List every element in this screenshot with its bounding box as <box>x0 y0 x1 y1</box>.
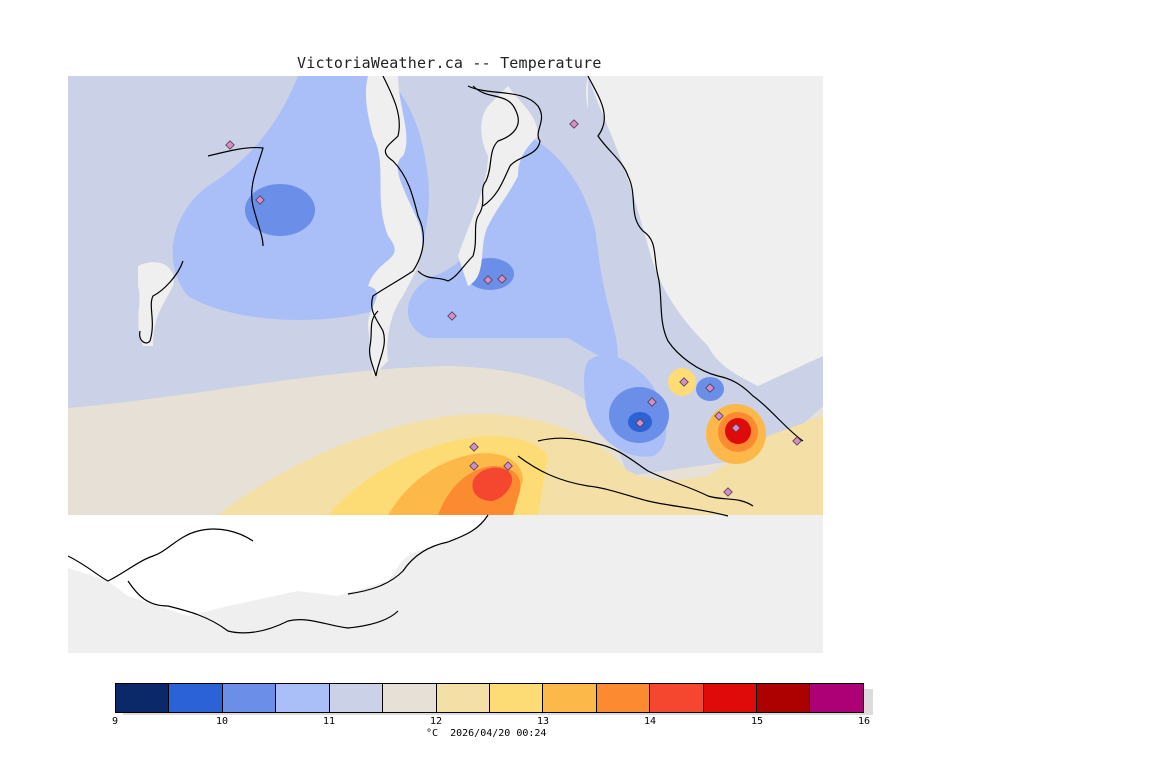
field-blue-center <box>407 136 618 366</box>
inlet-water-2 <box>458 86 538 286</box>
colorbar-tick-label: 15 <box>750 716 764 727</box>
colorbar-legend: 9 10 11 12 13 14 15 16 °C 2026/04/20 00:24 <box>111 683 875 753</box>
colorbar-tick-label: 9 <box>111 716 119 727</box>
colorbar-bin <box>383 684 437 712</box>
field-low-north <box>245 184 315 236</box>
inlet-water <box>365 76 423 376</box>
colorbar-tick-label: 11 <box>322 716 336 727</box>
temperature-map[interactable] <box>68 76 823 653</box>
station-marker[interactable] <box>714 411 724 421</box>
station-marker[interactable] <box>503 461 513 471</box>
station-marker[interactable] <box>447 311 457 321</box>
coastline-south-shore <box>517 455 729 517</box>
colorbar-bin <box>810 684 863 712</box>
colorbar-bin <box>329 684 384 712</box>
map-title: VictoriaWeather.ca -- Temperature <box>297 54 602 72</box>
colorbar-bin <box>650 684 704 712</box>
coastline-inlet-west <box>368 76 425 377</box>
coastline-island-2 <box>139 260 184 344</box>
colorbar-bin <box>703 684 758 712</box>
station-marker[interactable] <box>705 383 715 393</box>
colorbar-tick-label: 10 <box>215 716 229 727</box>
colorbar-tick-label: 14 <box>643 716 657 727</box>
colorbar-bin <box>222 684 277 712</box>
outside-grid-sea <box>68 515 488 616</box>
station-marker[interactable] <box>483 275 493 285</box>
east-field-cut <box>588 76 658 306</box>
colorbar-tick-label: 12 <box>429 716 443 727</box>
colorbar-caption: °C 2026/04/20 00:24 <box>426 728 546 739</box>
unit-label: °C <box>426 728 439 739</box>
station-marker[interactable] <box>731 423 741 433</box>
colorbar-bin <box>276 684 330 712</box>
map-canvas <box>68 76 823 653</box>
station-marker[interactable] <box>469 461 479 471</box>
coastlines <box>68 76 804 634</box>
station-marker[interactable] <box>635 418 645 428</box>
coastline-harbour <box>537 437 754 507</box>
coastline-victoria <box>347 514 489 595</box>
coastline-inlet-east <box>417 85 519 282</box>
station-marker[interactable] <box>647 397 657 407</box>
coastline-south <box>127 580 399 634</box>
station-marker[interactable] <box>569 119 579 129</box>
colorbar-tick-label: 16 <box>857 716 871 727</box>
east-shore-land <box>586 76 823 386</box>
station-marker[interactable] <box>792 436 802 446</box>
station-marker[interactable] <box>723 487 733 497</box>
colorbar-bin <box>596 684 651 712</box>
station-marker[interactable] <box>679 377 689 387</box>
colorbar-bin <box>436 684 490 712</box>
colorbar-bin <box>543 684 597 712</box>
colorbar-bins <box>115 683 864 713</box>
coastline-peninsula-north <box>467 85 543 207</box>
coastline-island-1 <box>207 146 264 247</box>
colorbar-bin <box>489 684 544 712</box>
station-marker[interactable] <box>225 140 235 150</box>
field-band-14-14.5 <box>472 467 513 501</box>
station-markers[interactable] <box>225 119 802 497</box>
field-warm-3 <box>725 418 751 444</box>
coastline-east-shore <box>587 76 804 442</box>
colorbar-bin <box>757 684 811 712</box>
colorbar-tick-label: 13 <box>536 716 550 727</box>
coastline-sooke <box>68 528 254 582</box>
colorbar-bin <box>116 684 170 712</box>
timestamp-label: 2026/04/20 00:24 <box>450 728 547 739</box>
station-marker[interactable] <box>255 195 265 205</box>
colorbar-bin <box>169 684 223 712</box>
station-marker[interactable] <box>497 274 507 284</box>
islands-west <box>138 262 174 346</box>
station-marker[interactable] <box>469 442 479 452</box>
